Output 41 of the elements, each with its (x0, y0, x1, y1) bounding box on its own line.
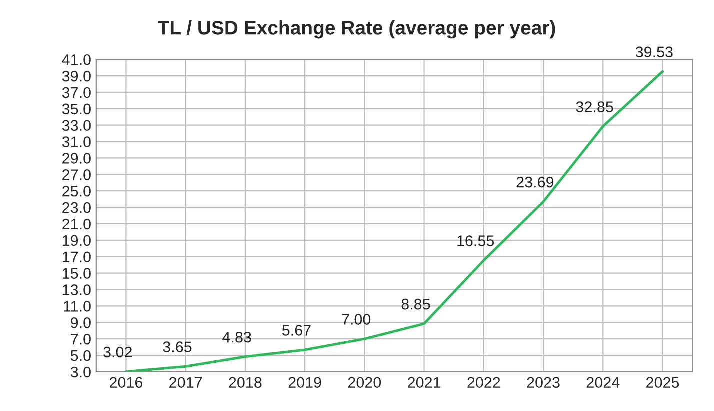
x-tick-label: 2020 (348, 377, 382, 388)
data-label: 23.69 (516, 176, 554, 188)
y-tick-label: 19.0 (62, 235, 91, 246)
y-tick-label: 15.0 (62, 268, 91, 279)
y-tick-label: 23.0 (62, 202, 91, 214)
x-tick-label: 2024 (586, 377, 620, 388)
x-tick-label: 2021 (408, 377, 441, 388)
data-label: 7.00 (342, 314, 371, 325)
y-tick-label: 17.0 (62, 252, 91, 263)
x-tick-label: 2018 (229, 377, 262, 388)
y-tick-label: 21.0 (62, 218, 91, 230)
y-tick-label: 3.0 (70, 366, 91, 378)
y-tick-label: 5.0 (70, 350, 91, 362)
data-label: 39.53 (636, 46, 673, 58)
x-tick-label: 2019 (288, 377, 322, 388)
y-tick-label: 33.0 (62, 120, 91, 132)
data-label: 5.67 (282, 325, 311, 336)
x-tick-label: 2023 (527, 377, 560, 388)
y-tick-label: 27.0 (62, 170, 91, 180)
y-tick-label: 29.0 (62, 153, 91, 164)
y-tick-label: 35.0 (62, 104, 91, 115)
y-tick-label: 31.0 (62, 136, 91, 148)
y-tick-label: 9.0 (71, 318, 91, 328)
x-tick-label: 2022 (468, 377, 500, 388)
y-tick-label: 39.0 (62, 70, 91, 82)
y-tick-label: 11.0 (64, 301, 91, 312)
data-label: 32.85 (576, 102, 614, 112)
y-tick-label: 7.0 (71, 334, 91, 345)
x-tick-label: 2025 (646, 377, 680, 388)
data-label: 3.02 (104, 346, 132, 358)
y-tick-label: 25.0 (62, 186, 91, 197)
y-tick-label: 13.0 (62, 284, 91, 296)
data-label: 8.85 (402, 298, 430, 310)
x-tick-label: 2016 (110, 377, 143, 388)
data-label: 16.55 (458, 236, 494, 246)
data-label: 4.83 (222, 332, 252, 343)
x-tick-label: 2017 (170, 377, 202, 388)
data-label: 3.65 (163, 342, 192, 352)
chart-title: TL / USD Exchange Rate (average per year) (158, 20, 556, 39)
y-tick-label: 37.0 (62, 87, 91, 98)
y-tick-label: 41.0 (62, 54, 91, 66)
